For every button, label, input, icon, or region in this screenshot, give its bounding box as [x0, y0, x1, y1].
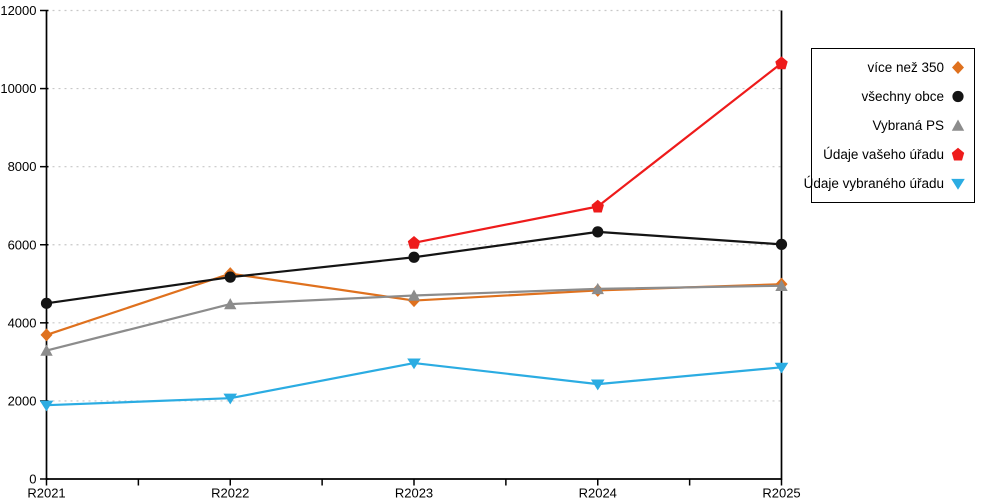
legend-item: všechny obce	[812, 82, 974, 111]
triangle-up-legend-icon	[951, 119, 965, 131]
series-marker	[39, 400, 54, 412]
diamond-icon	[952, 61, 964, 74]
series-line	[413, 62, 783, 244]
series-marker	[223, 393, 238, 405]
series-marker	[592, 226, 604, 238]
series-marker	[775, 56, 788, 70]
legend-label: Údaje vybraného úřadu	[803, 176, 944, 191]
legend-item: Vybraná PS	[812, 111, 974, 140]
series-marker	[591, 282, 604, 295]
y-tick-label: 12000	[0, 3, 36, 18]
series-marker	[407, 289, 421, 301]
x-tick-label: R2024	[579, 486, 617, 500]
series-marker	[224, 298, 237, 310]
legend-label: Vybraná PS	[872, 118, 944, 133]
legend-label: více než 350	[867, 60, 944, 75]
series-line	[46, 361, 782, 407]
series-marker	[591, 199, 604, 213]
y-tick-label: 8000	[8, 159, 37, 174]
triangle-down-icon	[951, 178, 965, 190]
y-tick-label: 0	[29, 472, 36, 487]
series-marker	[775, 279, 788, 291]
circle-legend-icon	[952, 90, 964, 103]
legend-item: více než 350	[812, 53, 974, 82]
y-tick-label: 4000	[8, 315, 37, 330]
pentagon-legend-icon	[951, 147, 965, 161]
legend-label: Údaje vašeho úřadu	[823, 147, 944, 162]
series-marker	[40, 328, 53, 342]
series-marker	[775, 238, 788, 250]
triangle-down-legend-icon	[951, 178, 965, 190]
pentagon-icon	[951, 147, 965, 161]
x-tick-label: R2023	[395, 486, 433, 500]
series-marker	[590, 379, 605, 391]
series-marker	[407, 235, 421, 249]
y-tick-label: 6000	[8, 237, 37, 252]
x-tick-label: R2025	[762, 486, 800, 500]
triangle-up-icon	[951, 119, 965, 131]
circle-icon	[952, 90, 964, 103]
series-marker	[40, 344, 53, 356]
y-tick-label: 10000	[0, 81, 36, 96]
x-tick-label: R2021	[27, 486, 65, 500]
diamond-legend-icon	[952, 61, 964, 74]
y-tick-label: 2000	[8, 393, 37, 408]
legend-item: Údaje vašeho úřadu	[812, 140, 974, 169]
legend-label: všechny obce	[861, 89, 944, 104]
series-marker	[774, 362, 789, 374]
x-tick-label: R2022	[211, 486, 249, 500]
series-marker	[407, 358, 421, 370]
series-marker	[40, 297, 53, 309]
series-marker	[224, 271, 236, 283]
series-marker	[408, 251, 420, 263]
legend: více než 350 všechny obce Vybraná PS Údaje …	[804, 48, 975, 203]
legend-item: Údaje vybraného úřadu	[804, 169, 974, 198]
